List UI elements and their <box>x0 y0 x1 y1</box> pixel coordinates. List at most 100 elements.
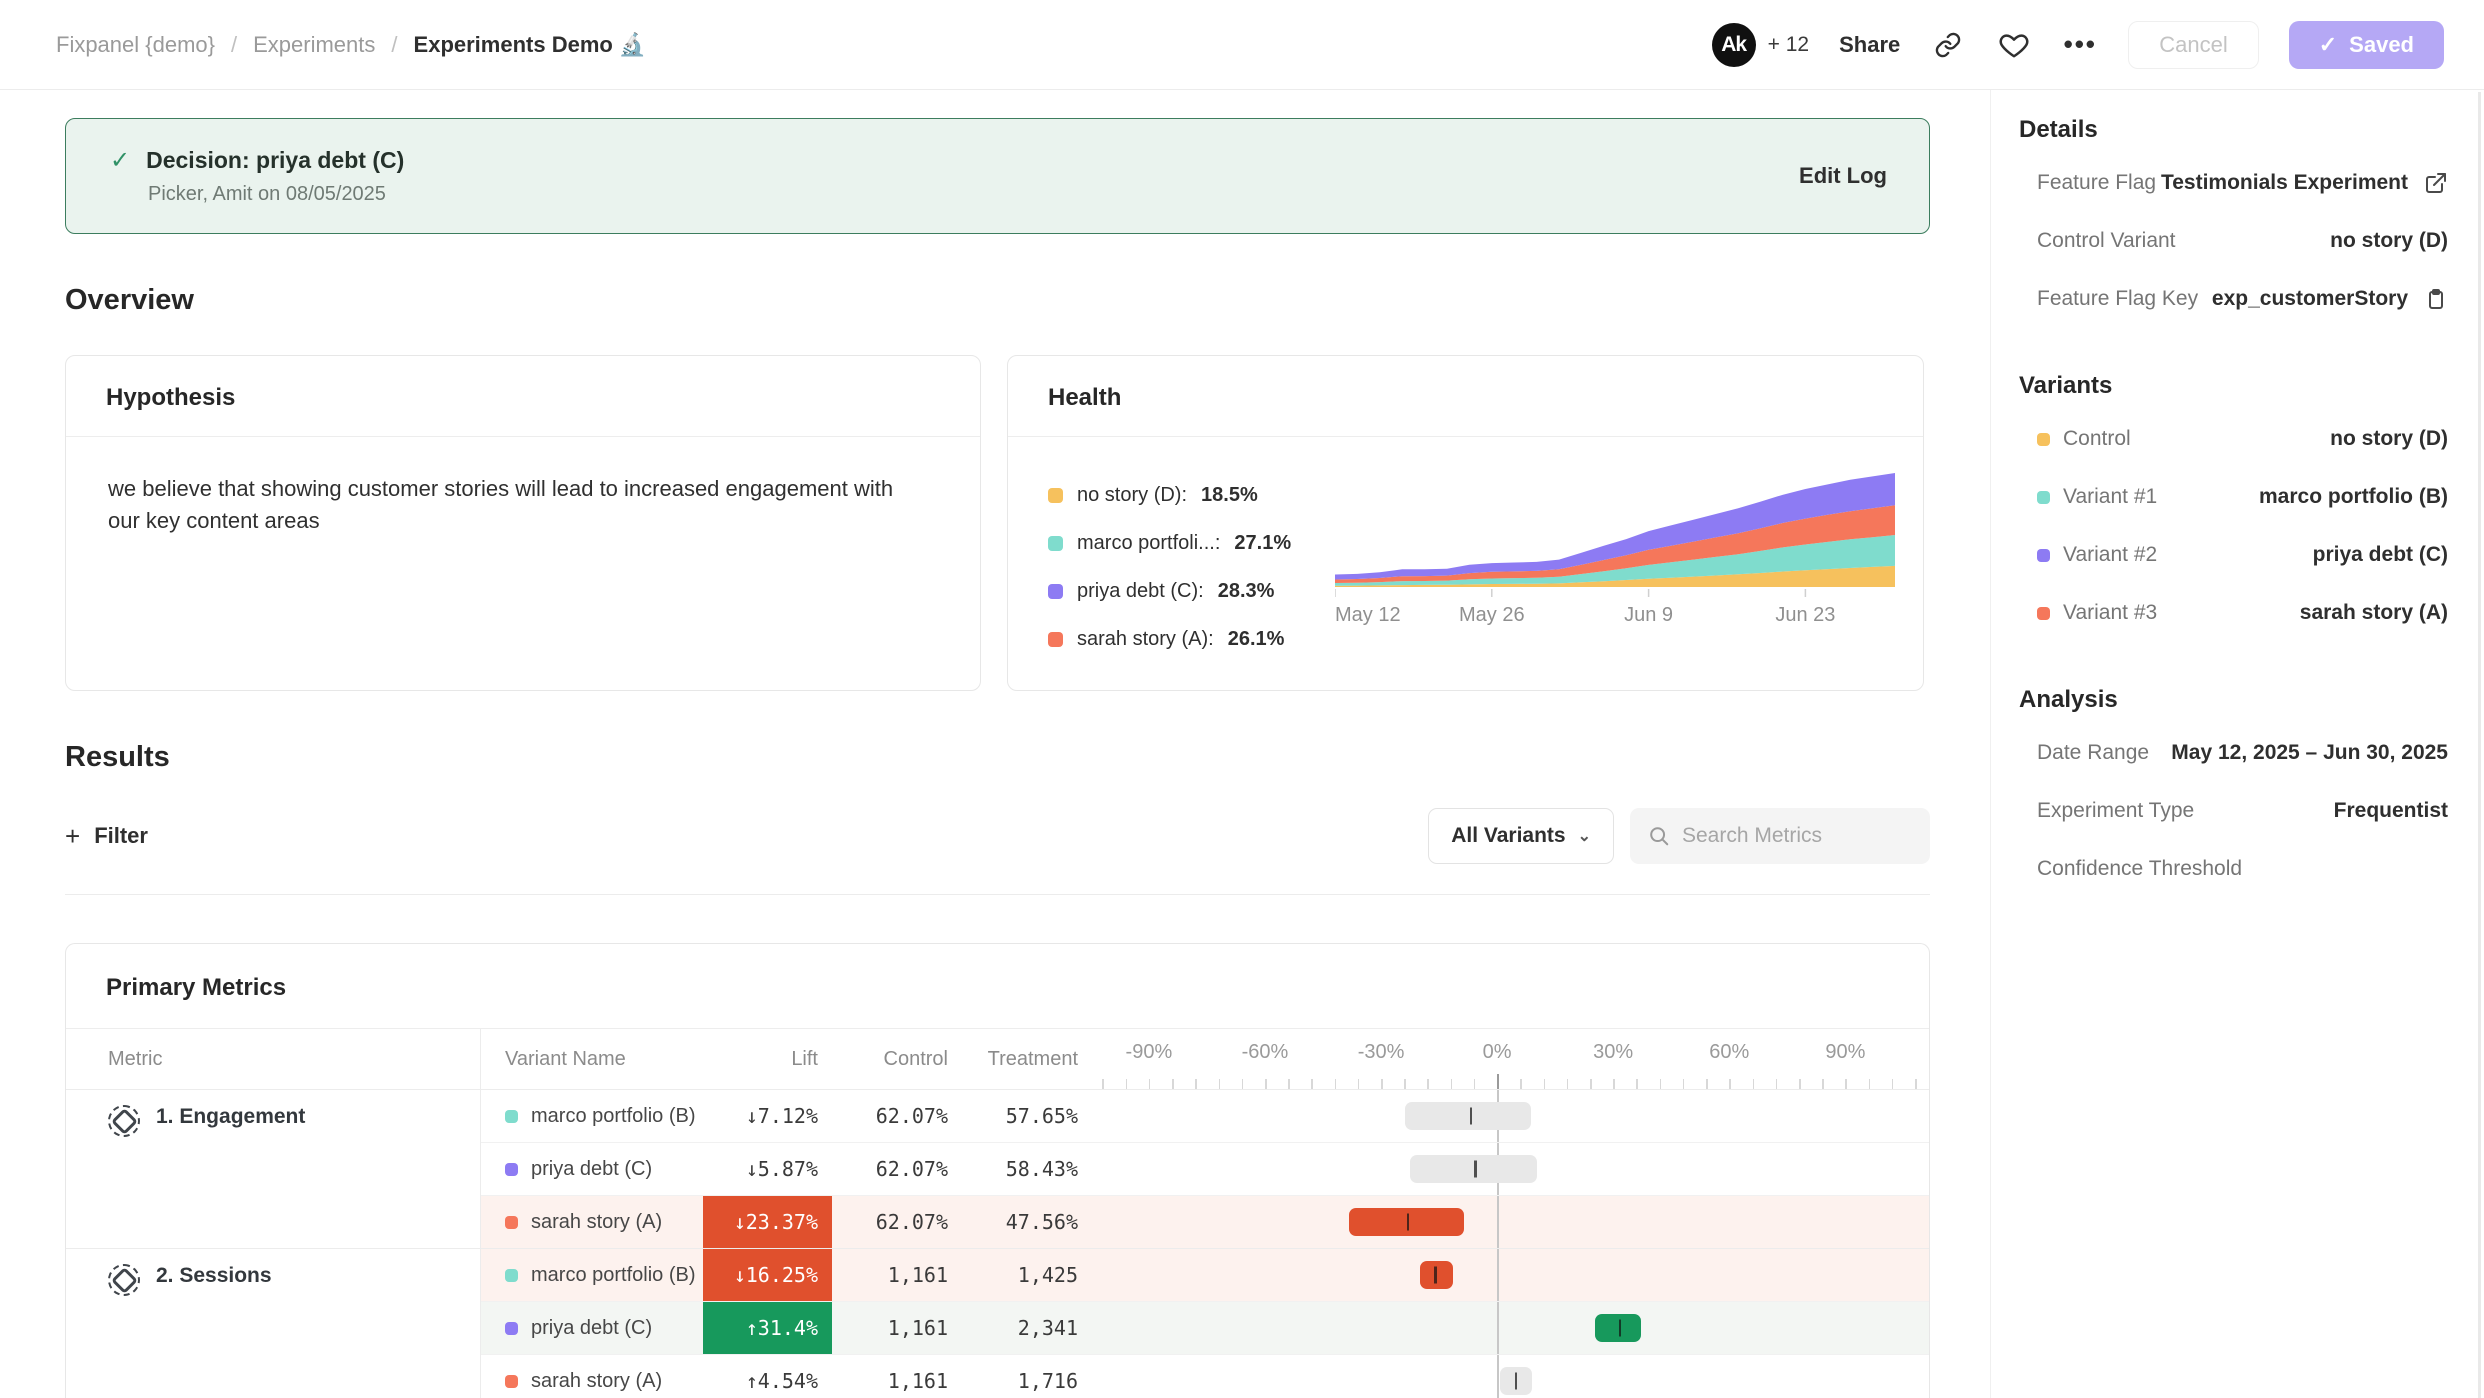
control-cell: 62.07% <box>832 1142 962 1195</box>
zero-axis-line <box>1497 1302 1499 1354</box>
top-bar: Fixpanel {demo} / Experiments / Experime… <box>0 0 2484 90</box>
axis-ruler-tick <box>1242 1079 1244 1089</box>
metric-cell: 2. Sessions <box>66 1248 481 1398</box>
legend-swatch <box>1048 536 1063 551</box>
axis-ruler-tick <box>1149 1079 1151 1089</box>
axis-ruler-tick <box>1102 1079 1104 1089</box>
analysis-heading: Analysis <box>2019 686 2448 714</box>
metric-name: 1. Engagement <box>156 1105 305 1129</box>
lift-cell: ↑4.54% <box>703 1354 832 1398</box>
legend-label: no story (D): <box>1077 484 1187 507</box>
metric-name: 2. Sessions <box>156 1264 272 1288</box>
sidebar-row: Feature Flag Keyexp_customerStory <box>2019 270 2448 328</box>
control-cell: 1,161 <box>832 1354 962 1398</box>
label-text: Feature Flag <box>2037 171 2156 195</box>
confidence-interval-bar <box>1405 1102 1531 1130</box>
sidebar-row-value: sarah story (A) <box>2300 601 2448 625</box>
axis-ruler-tick <box>1845 1079 1847 1089</box>
variant-color-dot <box>2037 491 2050 504</box>
results-heading: Results <box>65 741 1930 774</box>
axis-tick-label: 90% <box>1825 1041 1865 1064</box>
point-estimate-marker <box>1470 1108 1473 1125</box>
health-area-chart: May 12May 26Jun 9Jun 23 <box>1335 465 1895 653</box>
legend-label: priya debt (C): <box>1077 580 1204 603</box>
axis-ruler-tick <box>1358 1079 1360 1089</box>
axis-ruler-tick <box>1544 1079 1546 1089</box>
control-cell: 1,161 <box>832 1301 962 1354</box>
axis-ruler-tick <box>1567 1079 1569 1089</box>
axis-ruler-tick <box>1799 1079 1801 1089</box>
sidebar-row: Confidence Threshold <box>2019 840 2448 898</box>
lift-cell: ↓16.25% <box>703 1248 832 1301</box>
sidebar-row: Experiment TypeFrequentist <box>2019 782 2448 840</box>
point-estimate-marker <box>1474 1161 1477 1178</box>
ci-axis-header: -90%-60%-30%0%30%60%90% <box>1092 1029 1929 1089</box>
variants-dropdown[interactable]: All Variants ⌄ <box>1428 808 1614 864</box>
scrollbar-track[interactable] <box>2478 92 2481 1398</box>
axis-tick-label: 60% <box>1709 1041 1749 1064</box>
variant-name: priya debt (C) <box>531 1317 652 1340</box>
avatar[interactable]: Ak <box>1712 23 1756 67</box>
variant-name-cell: sarah story (A) <box>481 1195 703 1248</box>
sidebar-row-label: Feature Flag <box>2037 171 2156 195</box>
add-filter-button[interactable]: + Filter <box>65 823 148 849</box>
treatment-cell: 1,425 <box>962 1248 1092 1301</box>
search-metrics-box[interactable] <box>1630 808 1930 864</box>
axis-ruler-tick <box>1195 1079 1197 1089</box>
column-header-lift: Lift <box>703 1029 832 1089</box>
sidebar-row-label: Date Range <box>2037 741 2149 765</box>
treatment-cell: 57.65% <box>962 1089 1092 1142</box>
label-text: Variant #1 <box>2063 485 2157 509</box>
breadcrumb-project[interactable]: Fixpanel {demo} <box>56 32 215 58</box>
decision-subtitle: Picker, Amit on 08/05/2025 <box>110 183 404 206</box>
variant-color-dot <box>505 1322 518 1335</box>
axis-ruler-tick <box>1636 1079 1638 1089</box>
axis-ruler-tick <box>1404 1079 1406 1089</box>
axis-tick-label: -90% <box>1126 1041 1173 1064</box>
search-icon <box>1648 825 1670 847</box>
check-icon: ✓ <box>2319 32 2337 58</box>
sidebar-row: Variant #1marco portfolio (B) <box>2019 468 2448 526</box>
overview-cards: Hypothesis we believe that showing custo… <box>65 355 1930 691</box>
copy-icon[interactable] <box>2424 287 2448 311</box>
plus-icon: + <box>65 823 80 849</box>
edit-log-button[interactable]: Edit Log <box>1799 163 1887 189</box>
axis-ruler-tick <box>1683 1079 1685 1089</box>
variant-name: priya debt (C) <box>531 1158 652 1181</box>
legend-value: 26.1% <box>1228 628 1285 651</box>
variant-name-cell: marco portfolio (B) <box>481 1089 703 1142</box>
share-button[interactable]: Share <box>1839 32 1900 58</box>
variant-color-dot <box>2037 549 2050 562</box>
more-options-icon[interactable]: ••• <box>2062 27 2098 63</box>
metric-target-icon <box>108 1264 140 1296</box>
sidebar-row-value: May 12, 2025 – Jun 30, 2025 <box>2171 741 2448 765</box>
label-text: Control <box>2063 427 2131 451</box>
axis-tick-label: -60% <box>1242 1041 1289 1064</box>
primary-metrics-card: Primary Metrics MetricVariant NameLiftCo… <box>65 943 1930 1398</box>
cancel-button[interactable]: Cancel <box>2128 21 2258 69</box>
sidebar-row-value: no story (D) <box>2330 427 2448 451</box>
confidence-interval-cell <box>1092 1354 1929 1398</box>
control-cell: 1,161 <box>832 1248 962 1301</box>
point-estimate-marker <box>1407 1214 1410 1231</box>
treatment-cell: 58.43% <box>962 1142 1092 1195</box>
axis-ruler-tick <box>1660 1079 1662 1089</box>
hypothesis-title: Hypothesis <box>106 384 235 411</box>
favorite-heart-icon[interactable] <box>1996 27 2032 63</box>
saved-button[interactable]: ✓ Saved <box>2289 21 2444 69</box>
column-header-control: Control <box>832 1029 962 1089</box>
legend-item: no story (D): 18.5% <box>1048 481 1335 509</box>
content: ✓ Decision: priya debt (C) Picker, Amit … <box>0 90 2484 1398</box>
axis-ruler-tick <box>1288 1079 1290 1089</box>
legend-value: 28.3% <box>1218 580 1275 603</box>
zero-axis-line <box>1497 1196 1499 1248</box>
external-link-icon[interactable] <box>2424 171 2448 195</box>
health-card: Health no story (D): 18.5%marco portfoli… <box>1007 355 1924 691</box>
copy-link-icon[interactable] <box>1930 27 1966 63</box>
label-text: Variant #3 <box>2063 601 2157 625</box>
legend-swatch <box>1048 632 1063 647</box>
legend-swatch <box>1048 584 1063 599</box>
search-metrics-input[interactable] <box>1682 824 1912 848</box>
confidence-interval-cell <box>1092 1142 1929 1195</box>
breadcrumb-section[interactable]: Experiments <box>253 32 375 58</box>
